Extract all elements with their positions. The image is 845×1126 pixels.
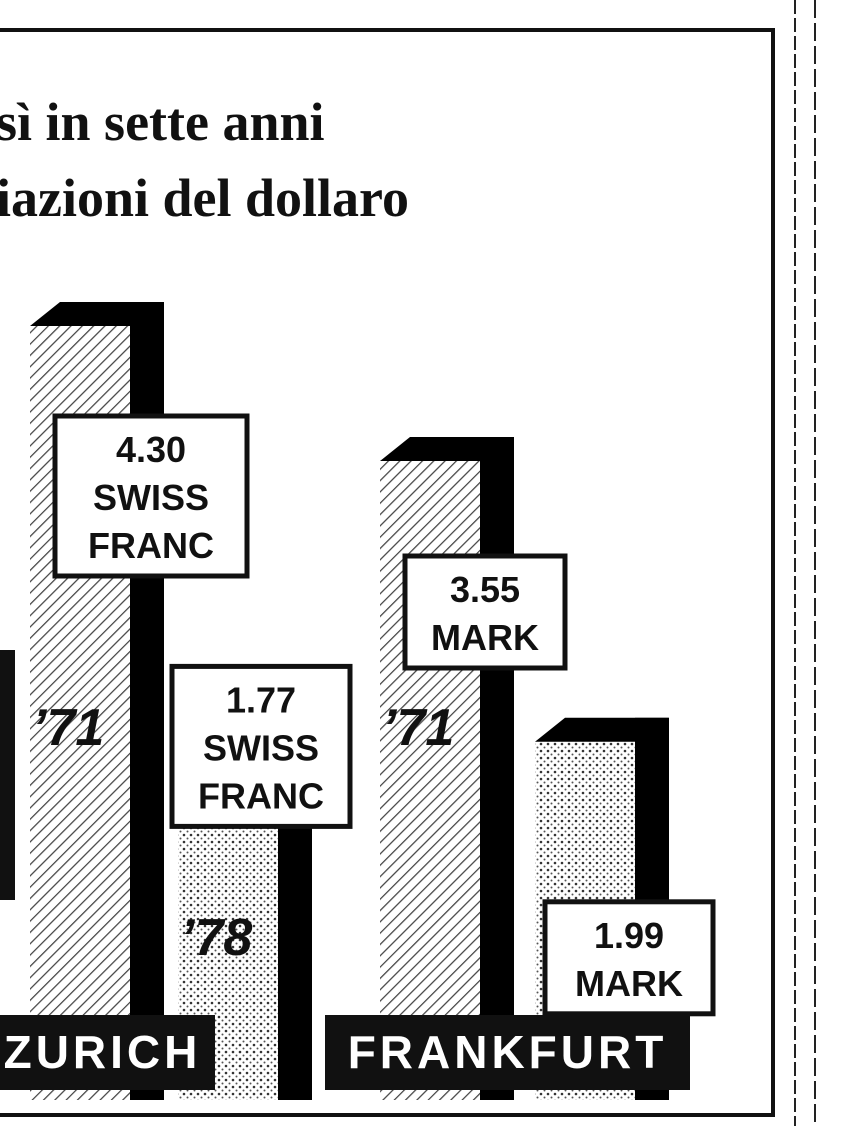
value-label: 1.77 — [226, 679, 296, 720]
series-label: ’71 — [32, 699, 104, 757]
value-label: 4.30 — [116, 429, 186, 470]
series-label: ’78 — [180, 909, 252, 967]
category-label: FRANKFURT — [348, 1026, 668, 1078]
partial-bar — [0, 650, 15, 900]
unit-label: SWISS — [203, 727, 319, 768]
category-label: ZURICH — [4, 1026, 202, 1078]
value-label: 1.99 — [594, 915, 664, 956]
chart: sì in sette anni iazioni del dollaro ’71… — [0, 0, 845, 1126]
chart-title: sì in sette anni — [0, 92, 325, 152]
page: sì in sette anni iazioni del dollaro ’71… — [0, 0, 845, 1126]
unit-label: SWISS — [93, 477, 209, 518]
value-label: 3.55 — [450, 569, 520, 610]
unit-label: FRANC — [88, 525, 214, 566]
unit-label: MARK — [575, 963, 683, 1004]
series-label: ’71 — [382, 699, 454, 757]
unit-label: FRANC — [198, 775, 324, 816]
chart-title: iazioni del dollaro — [0, 168, 409, 228]
bar-side — [480, 437, 514, 1100]
unit-label: MARK — [431, 617, 539, 658]
